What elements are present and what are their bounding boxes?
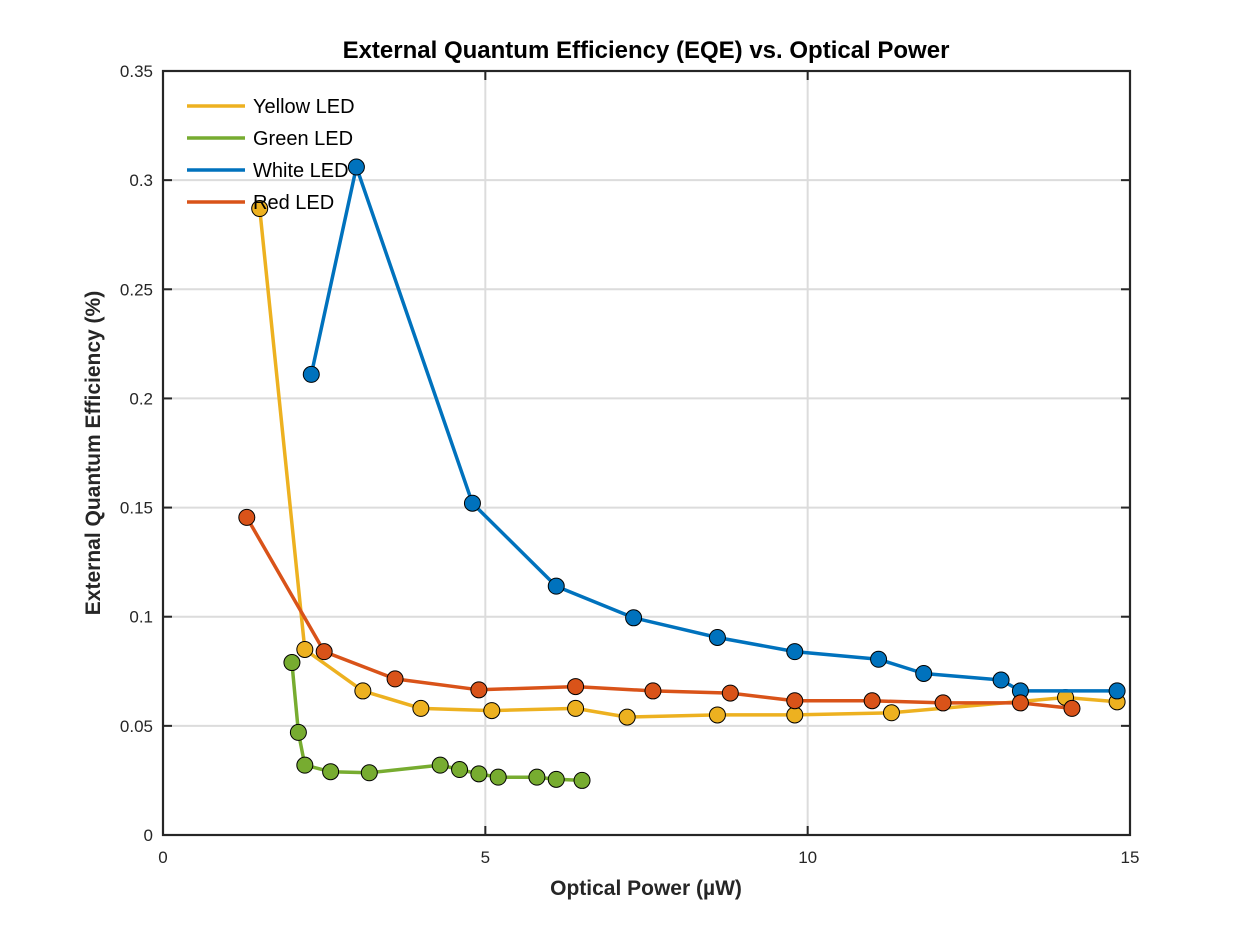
series-layer <box>238 158 1126 789</box>
ticks: 0 5 10 15 0 0.05 0.1 0.15 0.2 0.25 0.3 0.35 <box>120 62 1140 867</box>
legend-item-yellow-led: Yellow LED <box>187 96 355 118</box>
legend-label: Yellow LED <box>253 96 355 118</box>
green-led-point <box>322 763 340 781</box>
legend: Yellow LED Green LED White LED Red LED <box>187 96 355 214</box>
green-led-point <box>470 765 488 783</box>
x-tick-label: 10 <box>798 848 817 867</box>
y-axis-title: External Quantum Efficiency (%) <box>82 291 105 615</box>
yellow-led-point <box>708 706 726 724</box>
green-led-point <box>489 768 507 786</box>
yellow-led-point <box>882 704 900 722</box>
y-tick-label: 0.25 <box>120 280 153 299</box>
yellow-led-point <box>251 200 269 218</box>
red-led-point <box>786 692 804 710</box>
yellow-led-point <box>354 682 372 700</box>
green-led-point <box>296 756 314 774</box>
red-led-point <box>567 678 585 696</box>
legend-item-green-led: Green LED <box>187 128 353 150</box>
red-led-point <box>1063 699 1081 717</box>
white-led-point <box>992 671 1010 689</box>
legend-label: Green LED <box>253 128 353 150</box>
x-tick-label: 0 <box>158 848 167 867</box>
green-led-series <box>283 654 591 789</box>
green-led-point <box>451 761 469 779</box>
green-led-point <box>431 756 449 774</box>
red-led-point <box>238 508 256 526</box>
white-led-point <box>708 628 726 646</box>
yellow-led-line <box>257 208 1118 719</box>
yellow-led-point <box>786 706 804 724</box>
legend-item-white-led: White LED <box>187 160 349 182</box>
green-led-point <box>289 723 307 741</box>
y-tick-label: 0.15 <box>120 499 153 518</box>
yellow-led-point <box>412 699 430 717</box>
legend-label: Red LED <box>253 192 334 214</box>
white-led-point <box>786 643 804 661</box>
red-led-point <box>721 684 739 702</box>
red-led-point <box>386 670 404 688</box>
grid <box>163 71 1130 835</box>
red-led-point <box>644 682 662 700</box>
red-led-series <box>238 508 1081 717</box>
white-led-point <box>463 494 481 512</box>
legend-label: White LED <box>253 160 349 182</box>
y-tick-label: 0.3 <box>129 171 153 190</box>
green-led-point <box>528 768 546 786</box>
yellow-led-point <box>296 640 314 658</box>
x-axis-title: Optical Power (µW) <box>550 877 742 900</box>
chart-title: External Quantum Efficiency (EQE) vs. Op… <box>343 37 950 64</box>
yellow-led-series <box>251 200 1126 726</box>
white-led-point <box>870 650 888 668</box>
green-led-point <box>547 770 565 788</box>
plot-area <box>163 71 1130 835</box>
white-led-point <box>915 664 933 682</box>
red-led-point <box>315 643 333 661</box>
green-led-point <box>283 654 301 672</box>
x-tick-label: 15 <box>1121 848 1140 867</box>
y-tick-label: 0.2 <box>129 389 153 408</box>
y-tick-label: 0.05 <box>120 717 153 736</box>
y-tick-label: 0 <box>144 826 153 845</box>
red-led-point <box>863 692 881 710</box>
plot-frame <box>161 69 1132 837</box>
red-led-line <box>245 516 1073 711</box>
red-led-point <box>934 694 952 712</box>
x-tick-label: 5 <box>481 848 490 867</box>
white-led-point <box>547 577 565 595</box>
red-led-point <box>470 681 488 699</box>
white-led-point <box>302 365 320 383</box>
white-led-point <box>1108 682 1126 700</box>
white-led-series <box>302 158 1126 700</box>
yellow-led-point <box>567 699 585 717</box>
legend-item-red-led: Red LED <box>187 192 334 214</box>
red-led-point <box>1011 694 1029 712</box>
green-led-point <box>360 764 378 782</box>
yellow-led-point <box>483 702 501 720</box>
white-led-point <box>347 158 365 176</box>
y-tick-label: 0.35 <box>120 62 153 81</box>
green-led-point <box>573 771 591 789</box>
y-tick-label: 0.1 <box>129 608 153 627</box>
yellow-led-point <box>618 708 636 726</box>
white-led-point <box>625 609 643 627</box>
